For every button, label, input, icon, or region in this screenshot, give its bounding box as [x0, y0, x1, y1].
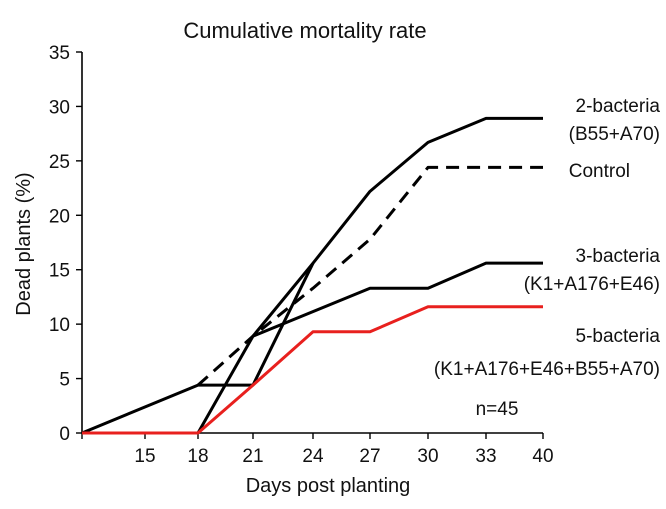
sample-size-annotation: n=45 [476, 399, 519, 420]
series-line [81, 262, 315, 435]
series-layer [81, 116, 543, 435]
y-tick-label: 35 [49, 43, 70, 64]
series-label: 3-bacteria [576, 246, 661, 267]
x-tick-label: 24 [302, 446, 324, 467]
series-label: 5-bacteria [576, 326, 661, 347]
series-line [82, 305, 543, 435]
series-line [197, 165, 543, 387]
y-axis-title: Dead plants (%) [13, 172, 35, 315]
x-tick-label: 30 [417, 446, 438, 467]
y-tick-label: 25 [49, 152, 70, 173]
series-label: (K1+A176+E46) [524, 274, 660, 295]
y-tick-label: 5 [59, 370, 70, 391]
y-tick-label: 15 [49, 261, 70, 282]
x-tick-label: 15 [134, 446, 155, 467]
series-labels: 2-bacteria (B55+A70) Control 3-bacteria (K1+… [434, 96, 661, 380]
series-label: Control [569, 161, 630, 182]
y-tick-label: 0 [59, 424, 70, 445]
y-tick-label: 20 [49, 206, 70, 227]
x-tick-label: 33 [475, 446, 496, 467]
chart-title: Cumulative mortality rate [183, 18, 426, 43]
series-line [252, 261, 543, 338]
series-label: (B55+A70) [569, 124, 660, 145]
x-tick-label: 27 [359, 446, 380, 467]
y-tick-label: 30 [49, 97, 70, 118]
series-label: 2-bacteria [576, 96, 661, 117]
x-axis-title: Days post planting [246, 475, 411, 497]
x-tick-label: 18 [187, 446, 208, 467]
x-tick-label: 21 [242, 446, 263, 467]
x-tick-label: 40 [532, 446, 553, 467]
y-tick-label: 10 [49, 315, 70, 336]
series-label: (K1+A176+E46+B55+A70) [434, 359, 660, 380]
